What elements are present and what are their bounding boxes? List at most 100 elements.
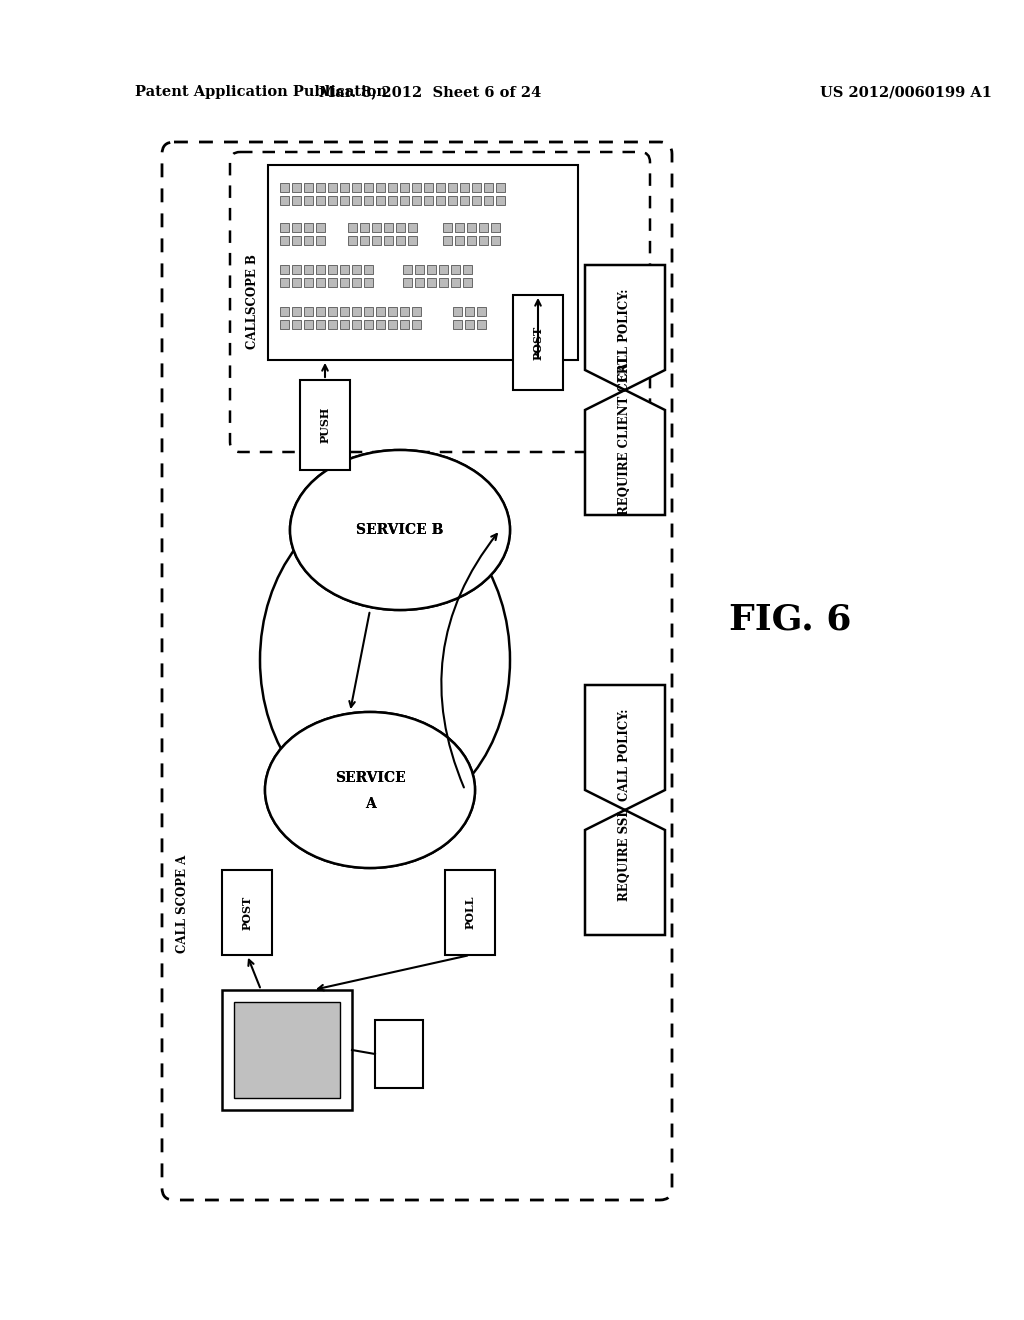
Bar bbox=[408, 223, 417, 232]
Bar bbox=[455, 236, 464, 246]
Bar bbox=[328, 279, 337, 286]
Text: CALL POLICY:: CALL POLICY: bbox=[618, 289, 632, 381]
Bar bbox=[280, 236, 289, 246]
Bar bbox=[415, 265, 424, 275]
Bar bbox=[443, 236, 452, 246]
Bar bbox=[364, 319, 373, 329]
Bar bbox=[316, 308, 325, 315]
Bar bbox=[400, 195, 409, 205]
Bar bbox=[280, 223, 289, 232]
Bar bbox=[388, 308, 397, 315]
Text: SERVICE B: SERVICE B bbox=[356, 523, 443, 537]
Bar bbox=[280, 308, 289, 315]
Bar bbox=[496, 183, 505, 191]
Bar bbox=[424, 195, 433, 205]
Bar bbox=[388, 195, 397, 205]
Bar bbox=[472, 183, 481, 191]
Bar bbox=[340, 195, 349, 205]
Bar bbox=[328, 308, 337, 315]
Bar bbox=[292, 319, 301, 329]
Bar bbox=[222, 990, 352, 1110]
Bar bbox=[400, 308, 409, 315]
Bar bbox=[412, 319, 421, 329]
Bar bbox=[439, 279, 449, 286]
Text: Mar. 8, 2012  Sheet 6 of 24: Mar. 8, 2012 Sheet 6 of 24 bbox=[318, 84, 541, 99]
Bar bbox=[292, 308, 301, 315]
Bar bbox=[479, 236, 488, 246]
Bar bbox=[388, 183, 397, 191]
Bar bbox=[400, 183, 409, 191]
Bar bbox=[453, 308, 462, 315]
Text: Patent Application Publication: Patent Application Publication bbox=[135, 84, 387, 99]
Bar bbox=[436, 183, 445, 191]
Bar bbox=[304, 236, 313, 246]
Bar bbox=[477, 319, 486, 329]
Bar bbox=[292, 236, 301, 246]
Bar bbox=[364, 279, 373, 286]
Bar bbox=[403, 279, 412, 286]
Text: CALL POLICY:: CALL POLICY: bbox=[618, 709, 632, 801]
Bar bbox=[460, 183, 469, 191]
Text: SERVICE: SERVICE bbox=[335, 771, 406, 785]
Bar bbox=[360, 223, 369, 232]
PathPatch shape bbox=[585, 685, 665, 935]
Bar bbox=[451, 265, 460, 275]
Bar bbox=[304, 308, 313, 315]
Bar bbox=[477, 308, 486, 315]
Bar bbox=[376, 308, 385, 315]
Ellipse shape bbox=[260, 500, 510, 820]
Bar bbox=[472, 195, 481, 205]
Text: US 2012/0060199 A1: US 2012/0060199 A1 bbox=[820, 84, 992, 99]
Bar bbox=[364, 265, 373, 275]
Bar bbox=[280, 319, 289, 329]
Bar bbox=[408, 236, 417, 246]
Bar bbox=[376, 319, 385, 329]
Bar bbox=[340, 279, 349, 286]
Bar bbox=[460, 195, 469, 205]
Bar bbox=[400, 319, 409, 329]
Bar bbox=[292, 265, 301, 275]
Bar bbox=[490, 223, 500, 232]
Text: POST: POST bbox=[532, 325, 544, 359]
Bar bbox=[403, 265, 412, 275]
Bar bbox=[352, 195, 361, 205]
Bar bbox=[424, 183, 433, 191]
Bar bbox=[412, 183, 421, 191]
Bar bbox=[445, 870, 495, 954]
Bar bbox=[375, 1020, 423, 1088]
Bar bbox=[348, 223, 357, 232]
Bar bbox=[304, 279, 313, 286]
Bar bbox=[352, 279, 361, 286]
Bar bbox=[268, 165, 578, 360]
Text: A: A bbox=[365, 797, 376, 810]
Bar bbox=[496, 195, 505, 205]
Bar bbox=[384, 236, 393, 246]
Bar bbox=[328, 183, 337, 191]
Bar bbox=[316, 279, 325, 286]
Bar bbox=[412, 308, 421, 315]
Bar bbox=[352, 308, 361, 315]
Bar bbox=[352, 183, 361, 191]
Text: SERVICE B: SERVICE B bbox=[356, 523, 443, 537]
Text: SERVICE: SERVICE bbox=[335, 771, 406, 785]
Text: REQUIRE SSL: REQUIRE SSL bbox=[618, 809, 632, 902]
Bar bbox=[364, 308, 373, 315]
Bar bbox=[436, 195, 445, 205]
Bar bbox=[467, 236, 476, 246]
Bar bbox=[280, 183, 289, 191]
Bar bbox=[513, 294, 563, 389]
Bar bbox=[376, 183, 385, 191]
Bar bbox=[340, 265, 349, 275]
Bar bbox=[449, 183, 457, 191]
Text: A: A bbox=[365, 797, 376, 810]
Bar bbox=[479, 223, 488, 232]
Bar bbox=[280, 279, 289, 286]
Bar bbox=[316, 319, 325, 329]
Bar bbox=[372, 223, 381, 232]
Bar bbox=[384, 223, 393, 232]
Text: FIG. 6: FIG. 6 bbox=[729, 603, 851, 638]
Bar bbox=[463, 279, 472, 286]
Bar bbox=[316, 195, 325, 205]
Bar bbox=[292, 279, 301, 286]
Bar bbox=[465, 319, 474, 329]
